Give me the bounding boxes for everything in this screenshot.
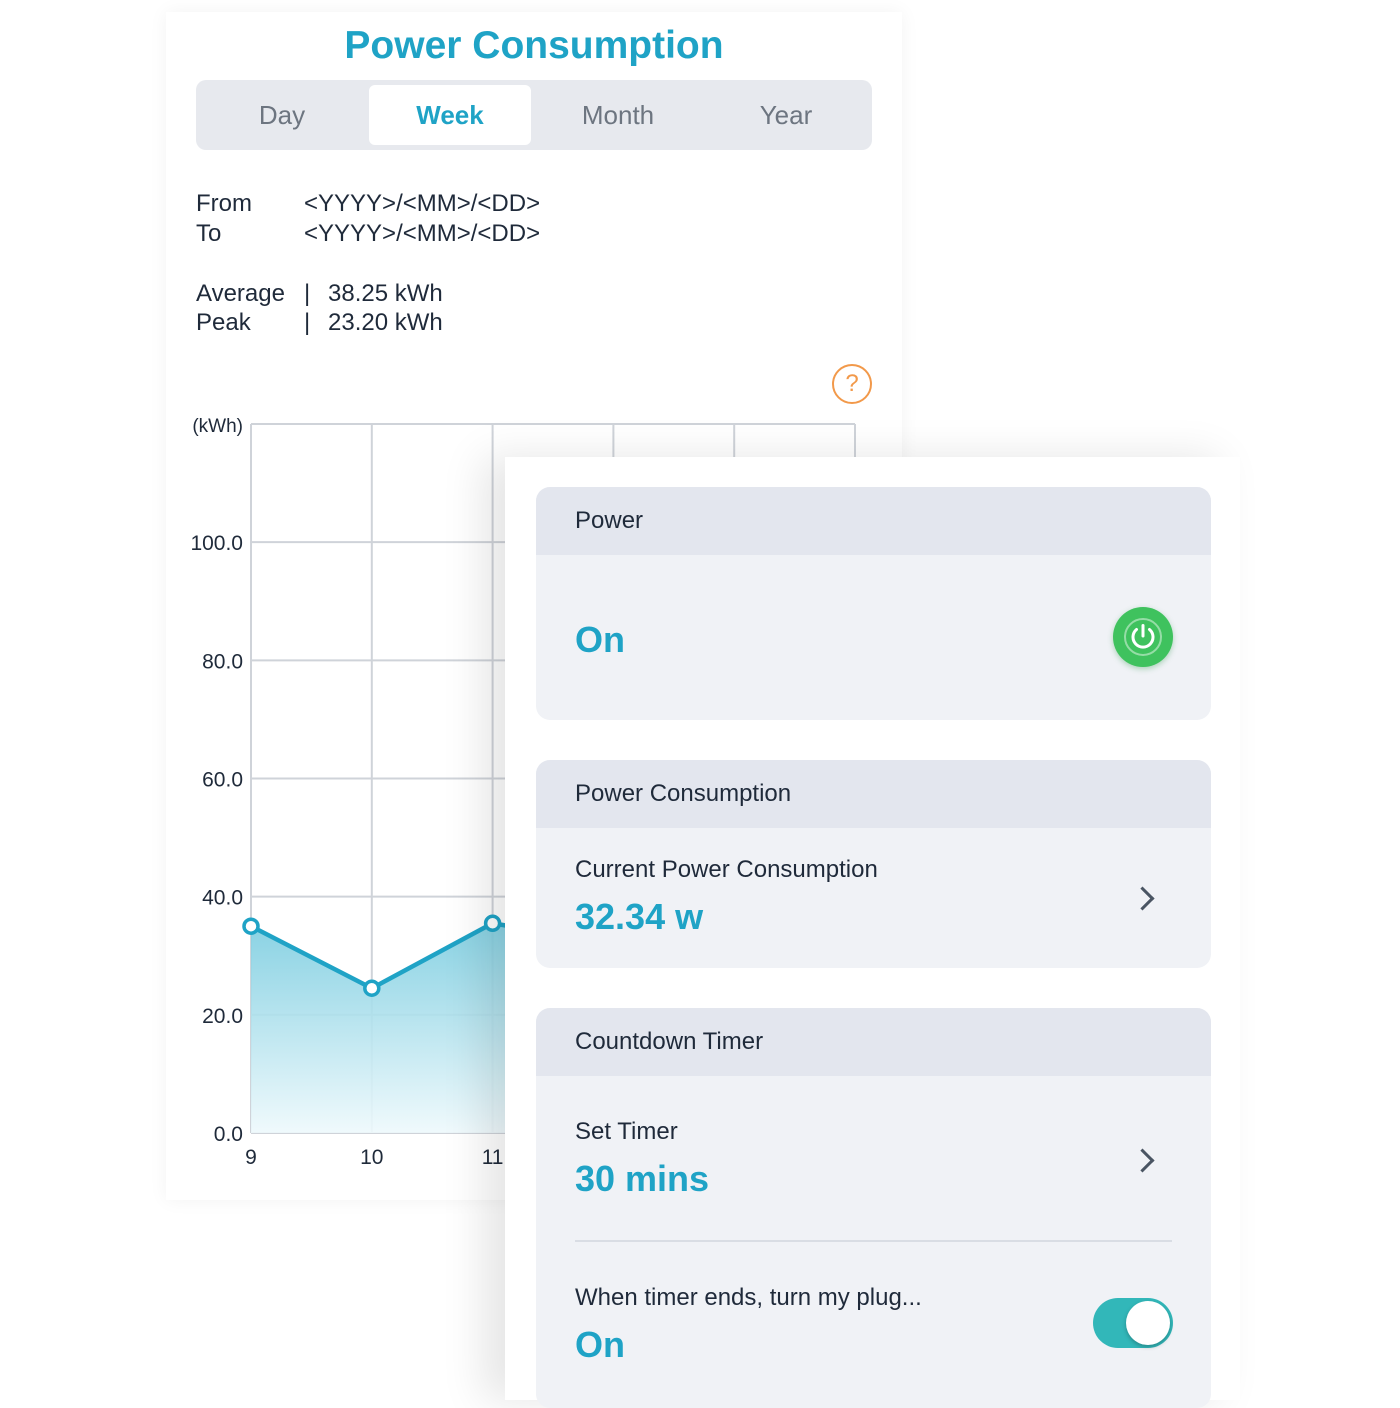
y-tick-label: 20.0 [202,1005,243,1028]
x-tick-label: 9 [245,1146,257,1169]
power-icon [1124,618,1162,656]
page-title: Power Consumption [344,24,724,67]
from-date: <YYYY>/<MM>/<DD> [304,190,541,217]
average-value: 38.25 kWh [328,280,443,307]
countdown-timer-card: Countdown Timer Set Timer 30 mins When t… [536,1008,1211,1408]
from-label: From [196,190,252,217]
y-tick-label: 60.0 [202,769,243,792]
tab-week[interactable]: Week [369,85,531,145]
peak-separator: | [304,309,311,336]
y-tick-label: 40.0 [202,887,243,910]
peak-label: Peak [196,309,251,336]
toggle-knob [1126,1301,1170,1345]
timer-card-header: Countdown Timer [536,1008,1211,1076]
chevron-right-icon[interactable] [1130,886,1155,911]
x-tick-label: 11 [482,1146,504,1169]
peak-value: 23.20 kWh [328,309,443,336]
help-icon[interactable]: ? [832,364,872,404]
to-date: <YYYY>/<MM>/<DD> [304,220,541,247]
period-tabs: Day Week Month Year [196,80,872,150]
data-point [483,914,502,933]
divider [575,1240,1172,1242]
y-tick-label: 100.0 [190,532,243,555]
y-tick-label: 0.0 [214,1123,243,1146]
power-state: On [575,619,625,660]
to-label: To [196,220,222,247]
consumption-card[interactable]: Power Consumption Current Power Consumpt… [536,760,1211,968]
average-separator: | [304,280,311,307]
set-timer-label: Set Timer [575,1118,678,1145]
set-timer-value: 30 mins [575,1158,710,1199]
power-toggle-button[interactable] [1113,607,1173,667]
x-tick-label: 10 [360,1146,383,1169]
tab-day[interactable]: Day [258,99,306,130]
timer-end-toggle[interactable] [1093,1298,1173,1348]
tab-month[interactable]: Month [581,99,655,130]
y-axis-label: (kWh) [192,416,243,437]
current-consumption-label: Current Power Consumption [575,856,878,883]
timer-end-label: When timer ends, turn my plug... [575,1284,922,1311]
current-consumption-value: 32.34 w [575,896,704,937]
average-label: Average [196,280,285,307]
data-point [363,979,381,997]
device-settings-panel: Power On Power Consumption Current Power… [505,457,1240,1408]
timer-end-value: On [575,1324,625,1365]
y-tick-label: 80.0 [202,650,243,673]
chevron-right-icon[interactable] [1130,1148,1155,1173]
power-card: Power On [536,487,1211,720]
consumption-card-header: Power Consumption [536,760,1211,828]
power-card-header: Power [536,487,1211,555]
tab-year[interactable]: Year [759,99,813,130]
data-point [242,917,260,935]
